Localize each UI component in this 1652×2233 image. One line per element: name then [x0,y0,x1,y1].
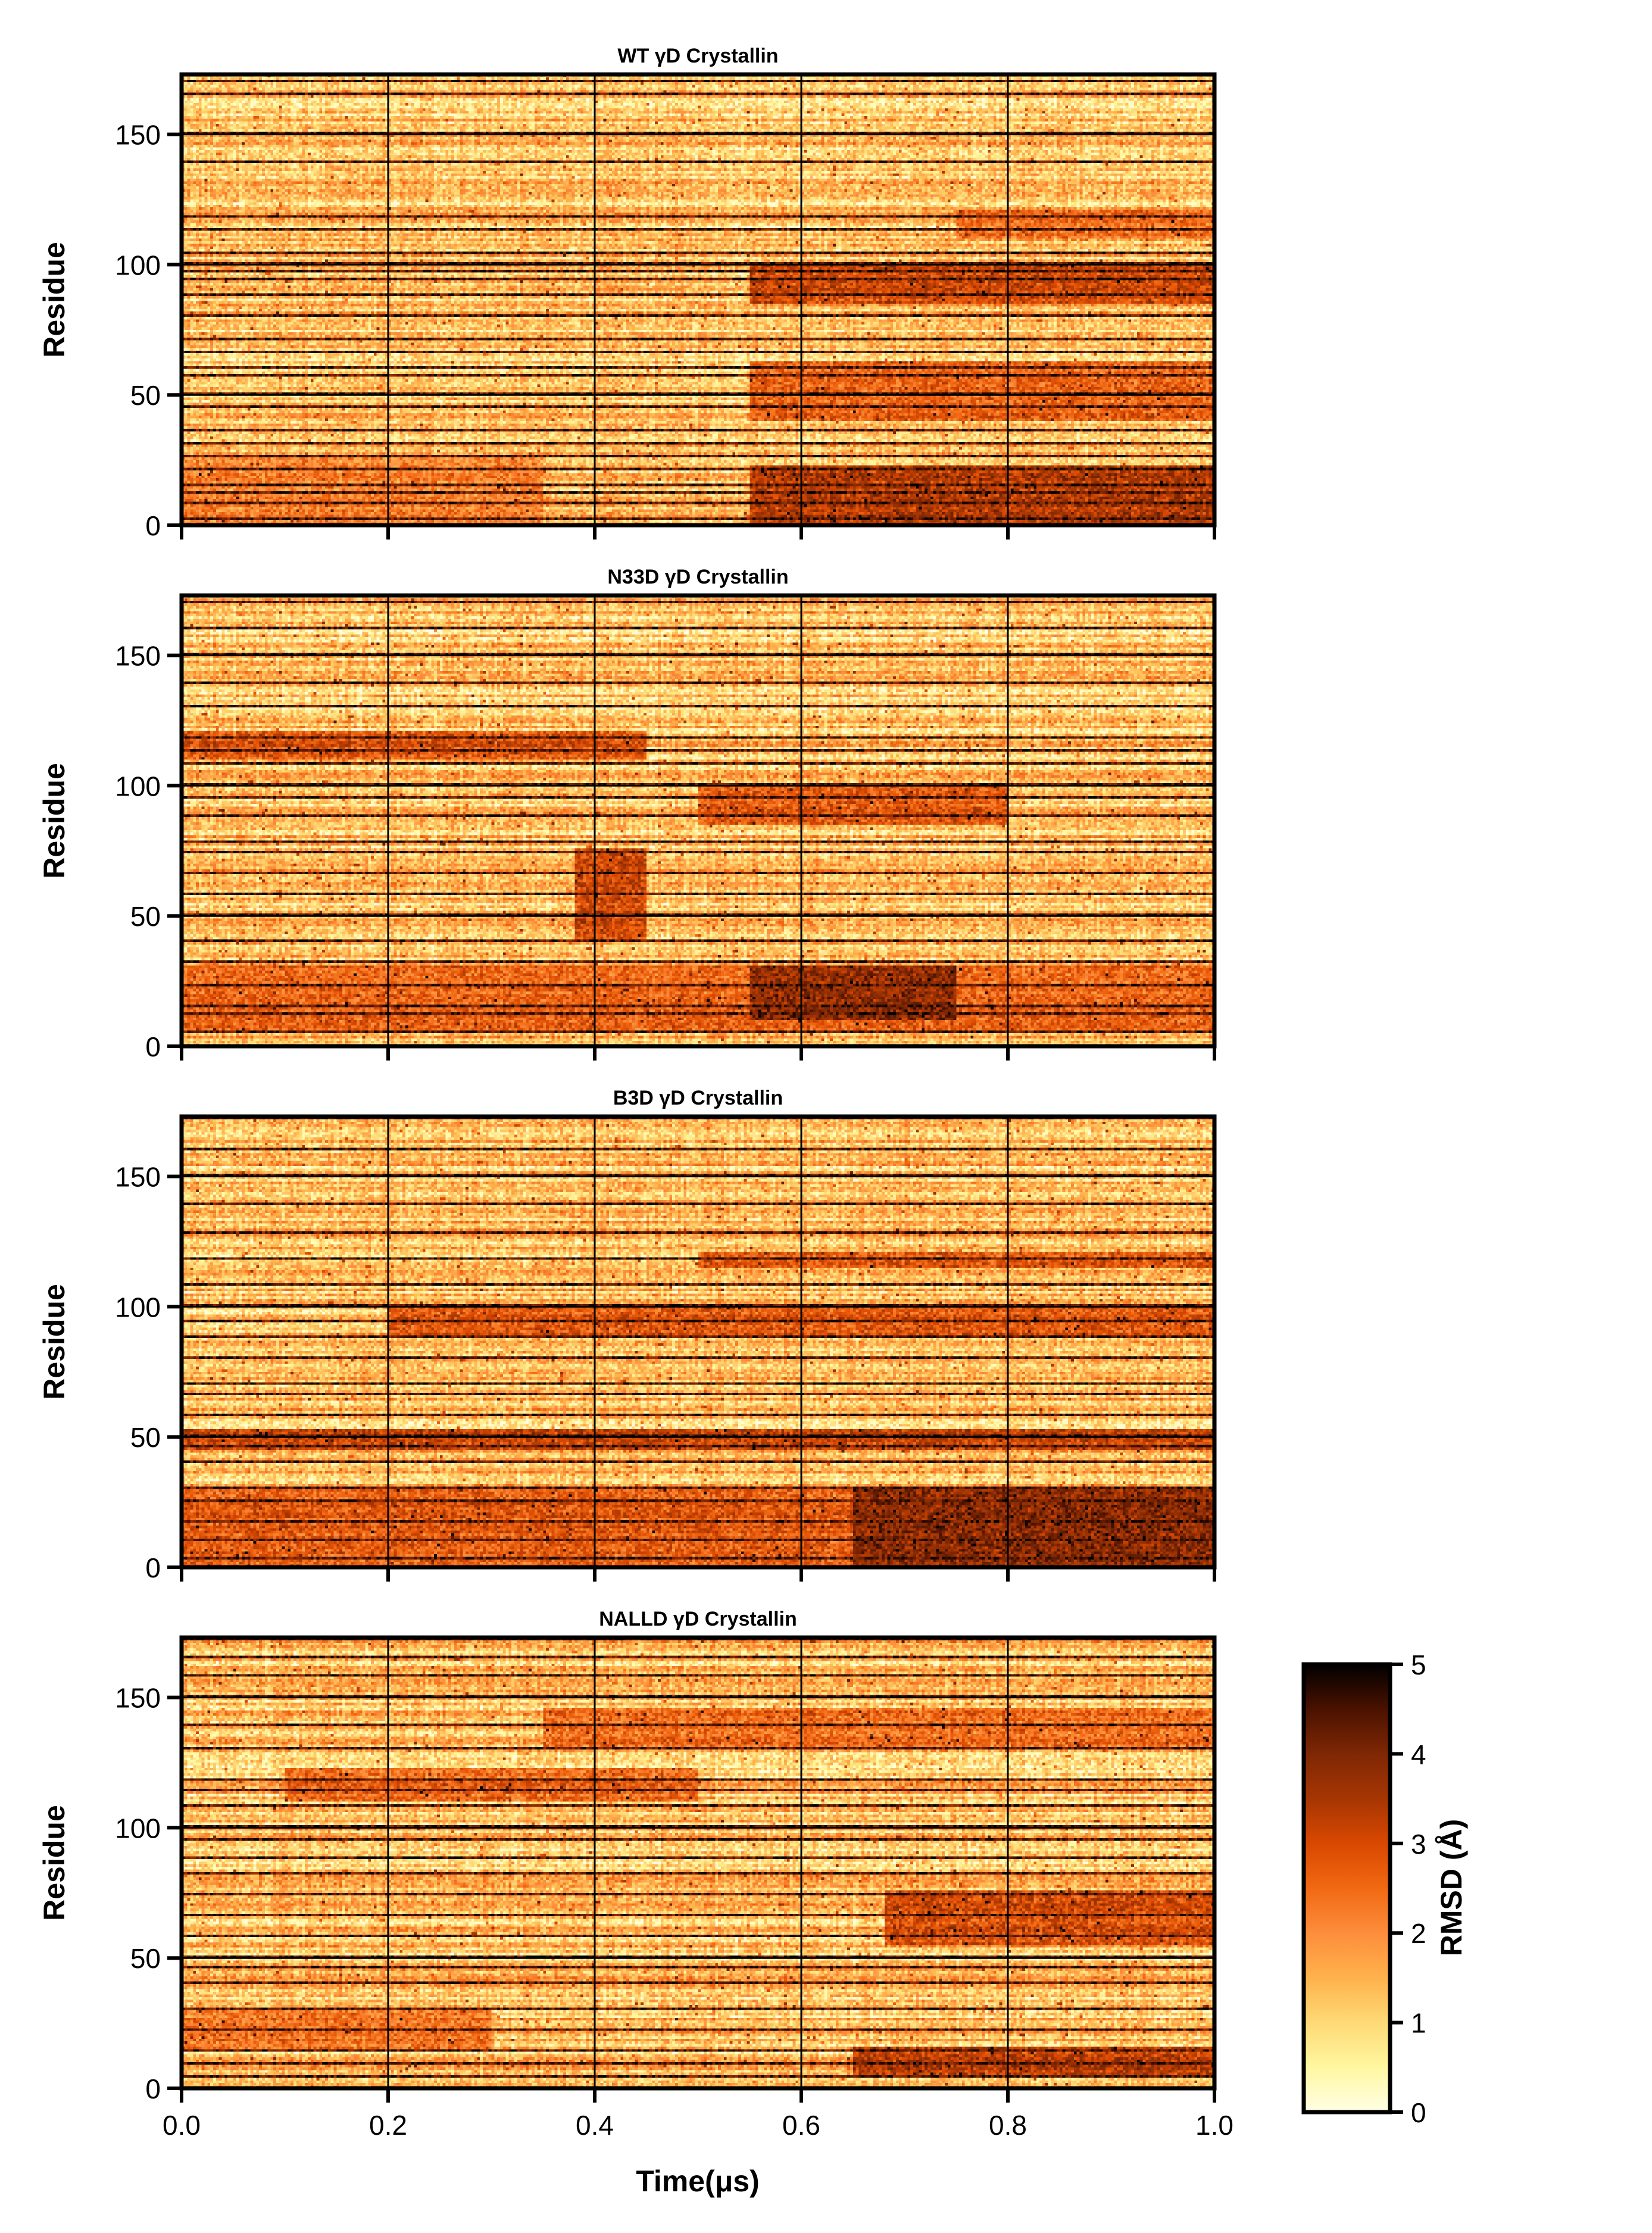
x-tick-label: 0.8 [989,2110,1027,2141]
x-axis-label: Time(μs) [636,2165,760,2198]
y-tick-label: 100 [115,771,161,801]
heatmap-panel: WT γD Crystallin 0 50 100 150 Residue [38,45,1217,541]
y-tick-label: 100 [115,1292,161,1323]
colorbar-tick-label: 0 [1411,2097,1426,2128]
y-axis-label: Residue [38,763,71,879]
y-tick-label: 0 [145,1552,161,1583]
y-tick-label: 150 [115,120,161,151]
y-tick-label: 50 [130,901,161,932]
colorbar-tick-label: 2 [1411,1918,1426,1949]
y-axis-label: Residue [38,242,71,358]
colorbar-tick-label: 4 [1411,1739,1426,1770]
colorbar: RMSD (Å) 0 1 2 3 4 5 [1301,1649,1468,2128]
heatmap-image [182,74,1214,525]
y-tick-label: 150 [115,1162,161,1193]
colorbar-tick-label: 5 [1411,1649,1426,1680]
y-tick-label: 150 [115,641,161,672]
y-tick-label: 50 [130,380,161,411]
colorbar-label: RMSD (Å) [1435,1819,1468,1957]
y-tick-label: 0 [145,2073,161,2104]
y-tick-label: 50 [130,1943,161,1974]
panel-title: WT γD Crystallin [617,45,778,67]
x-tick-label: 1.0 [1195,2110,1233,2141]
colorbar-tick-label: 3 [1411,1829,1426,1860]
panel-title: NALLD γD Crystallin [599,1608,797,1630]
y-tick-label: 0 [145,510,161,541]
y-tick-label: 100 [115,250,161,280]
y-tick-label: 150 [115,1683,161,1714]
y-tick-label: 50 [130,1422,161,1453]
x-tick-label: 0.0 [163,2110,201,2141]
heatmap-panel: N33D γD Crystallin 0 50 100 150 Residue [38,566,1217,1062]
plot-frame [179,1635,1217,2091]
heatmap-panel: NALLD γD Crystallin 0 50 100 150 0.0 0.2 0.4 0.6… [38,1608,1233,2141]
plot-frame [179,593,1217,1049]
x-tick-label: 0.4 [576,2110,614,2141]
y-axis-label: Residue [38,1284,71,1400]
plot-frame [179,1114,1217,1570]
heatmap-image [182,595,1214,1046]
x-tick-label: 0.2 [369,2110,407,2141]
colorbar-tick-label: 1 [1411,2008,1426,2039]
colorbar-gradient [1301,1662,1392,2115]
y-axis-label: Residue [38,1805,71,1921]
y-tick-label: 0 [145,1031,161,1062]
heatmap-panel: B3D γD Crystallin 0 50 100 150 Residue [38,1087,1217,1583]
x-tick-label: 0.6 [782,2110,820,2141]
y-tick-label: 100 [115,1813,161,1844]
plot-frame [179,72,1217,528]
heatmap-image [182,1638,1214,2088]
panel-title: N33D γD Crystallin [607,566,788,588]
heatmap-image [182,1116,1214,1567]
panel-title: B3D γD Crystallin [613,1087,783,1109]
